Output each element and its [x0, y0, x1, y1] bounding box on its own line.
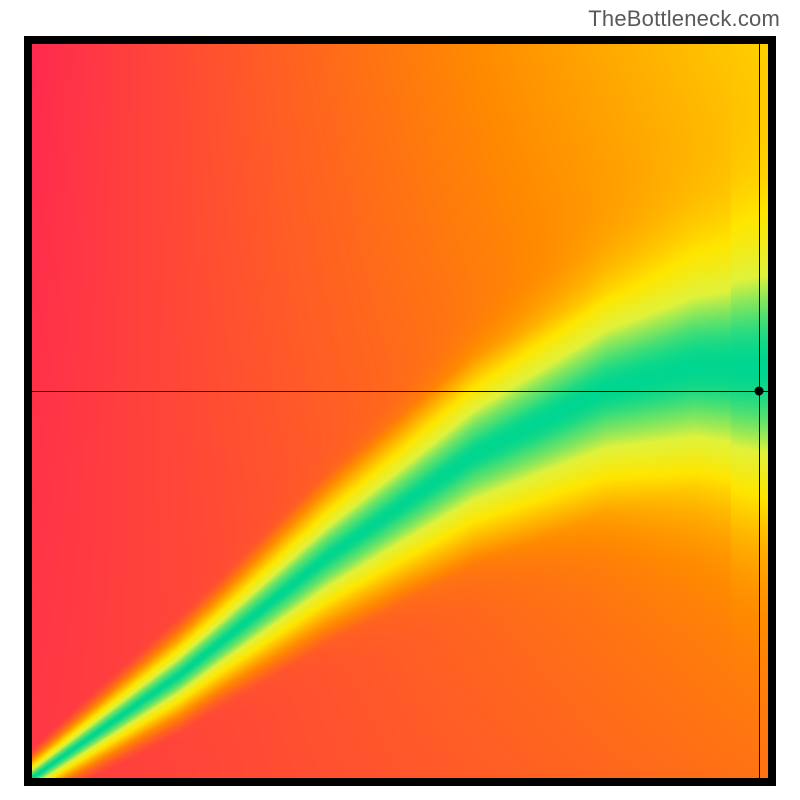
- plot-border: [24, 36, 776, 786]
- crosshair-vertical: [759, 44, 760, 778]
- watermark-text: TheBottleneck.com: [588, 6, 780, 32]
- figure-container: TheBottleneck.com: [0, 0, 800, 800]
- crosshair-horizontal: [32, 391, 768, 392]
- heatmap-canvas: [32, 44, 768, 778]
- crosshair-marker: [755, 387, 764, 396]
